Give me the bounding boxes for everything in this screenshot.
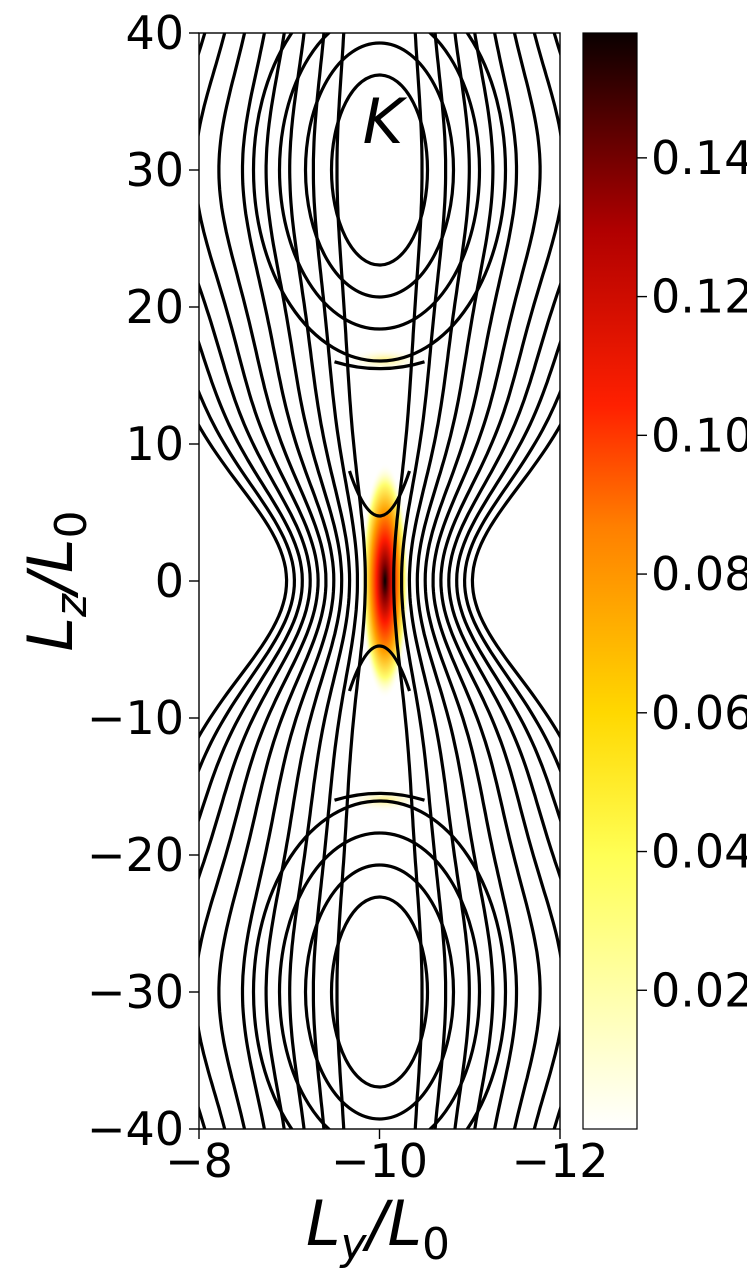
separatrix-contour [347, 470, 412, 518]
separatrix-contour [347, 644, 412, 692]
contour-lines [199, 33, 560, 1129]
island-contour [329, 73, 430, 267]
contour-line [415, 33, 495, 1129]
colorbar-tick-label: 0.12 [651, 270, 747, 324]
colorbar-tick-label: 0.10 [651, 408, 747, 462]
contour-line [400, 33, 448, 1129]
contour-line [288, 33, 352, 1129]
contour-line [463, 388, 560, 774]
contour-line [455, 338, 560, 824]
island-contour [251, 799, 508, 1129]
x-tick-label: −8 [165, 1134, 233, 1188]
contour-line [407, 33, 471, 1129]
y-tick-label: 0 [155, 554, 184, 608]
contour-line [199, 388, 296, 774]
island-contour [303, 863, 456, 1121]
colorbar-tick-label: 0.14 [651, 131, 747, 185]
contour-line [199, 33, 312, 1129]
contour-line [470, 422, 560, 740]
colorbar [582, 32, 638, 1130]
island-contour [251, 33, 508, 363]
y-tick-label: 10 [125, 417, 184, 471]
island-contour [303, 41, 456, 299]
contour-line [431, 33, 542, 1129]
island-contour [277, 831, 482, 1129]
y-tick-label: 20 [125, 280, 184, 334]
contour-line [199, 422, 289, 740]
contour-line [423, 33, 519, 1129]
colorbar-tick-label: 0.08 [651, 547, 747, 601]
colorbar-tick-label: 0.02 [651, 963, 747, 1017]
y-tick-label: −20 [87, 828, 184, 882]
colorbar-tick-label: 0.04 [651, 825, 747, 879]
contour-line [447, 33, 560, 1129]
y-tick-label: 40 [125, 6, 184, 60]
contour-line [240, 33, 336, 1129]
colorbar-tick-label: 0.06 [651, 686, 747, 740]
colorbar-axis: 0.02 0.04 0.06 0.08 0.10 0.12 0.14 [637, 131, 747, 1017]
y-axis-title: Lz/L0 [14, 510, 97, 651]
y-tick-label: 30 [125, 143, 184, 197]
y-tick-label: −40 [87, 1102, 184, 1156]
contour-line [264, 33, 344, 1129]
separatrix-contour [334, 360, 425, 371]
x-axis-title: Ly/L0 [306, 1187, 450, 1270]
y-axis: 40 30 20 10 0 −10 −20 −30 −40 [87, 6, 199, 1156]
x-tick-label: −12 [511, 1134, 608, 1188]
x-tick-label: −10 [331, 1134, 428, 1188]
y-tick-label: −10 [87, 691, 184, 745]
panel-label: K [363, 85, 408, 158]
separatrix-contour [334, 791, 425, 802]
island-contour [277, 33, 482, 331]
contour-line [311, 33, 359, 1129]
island-contour [329, 895, 430, 1089]
x-axis: −8 −10 −12 [165, 1129, 609, 1188]
contour-line [199, 338, 304, 824]
heatmap-layer [199, 33, 560, 1129]
contour-line [217, 33, 328, 1129]
y-tick-label: −30 [87, 965, 184, 1019]
